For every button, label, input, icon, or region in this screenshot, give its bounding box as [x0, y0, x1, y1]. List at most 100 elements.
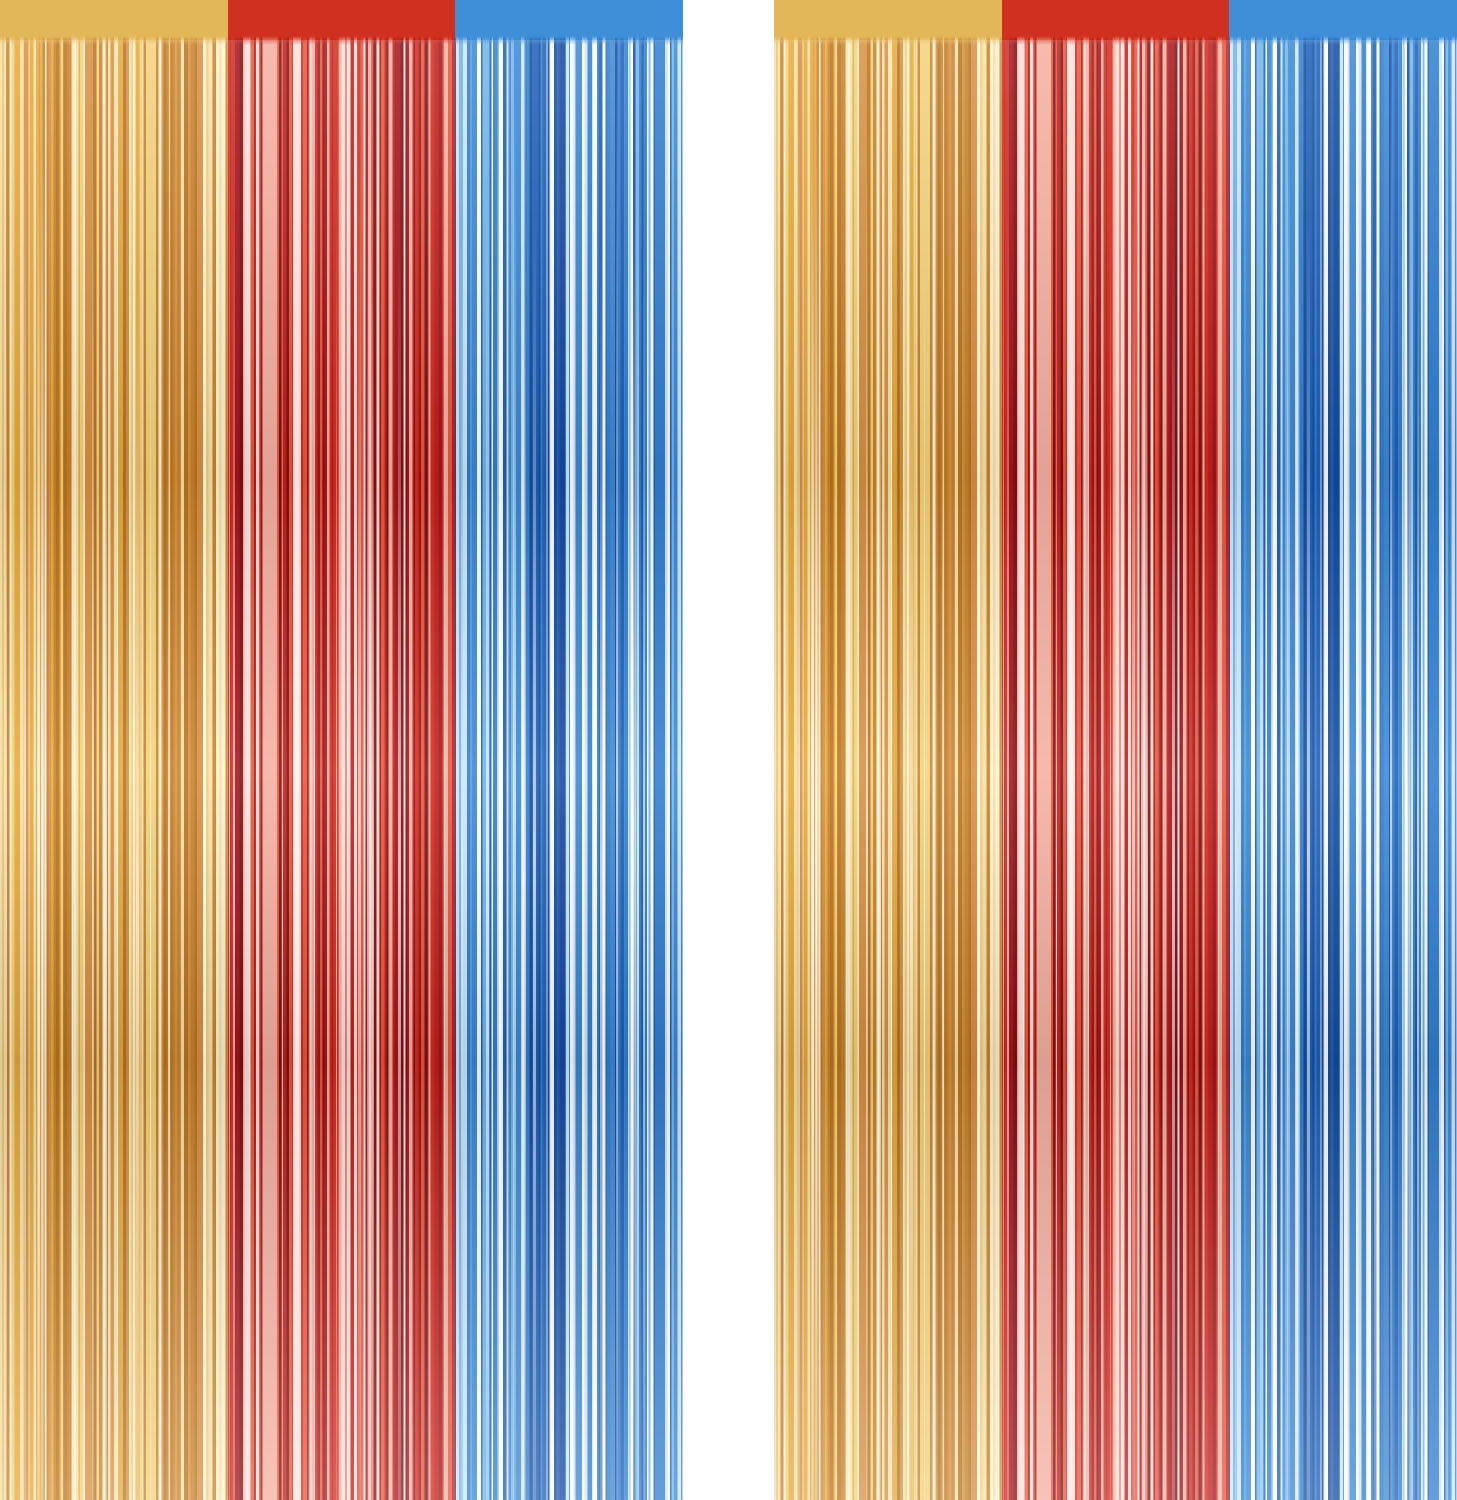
fringe-strand-highlight [335, 188, 337, 1500]
fringe-strand-highlight [815, 109, 819, 1500]
fringe-strand-highlight [117, 156, 119, 1500]
fringe-strand-highlight [203, 65, 207, 1500]
fringe-strand-highlight [1411, 209, 1414, 1500]
fringe-strand-highlight [1374, 243, 1379, 1500]
fringe-strand-highlight [6, 262, 8, 1500]
fringe-strand-highlight [1109, 188, 1111, 1500]
curtain-header-strip [455, 0, 684, 45]
fringe-strand-highlight [600, 243, 605, 1500]
fringe-strand-highlight [1145, 174, 1147, 1500]
fringe-strand-highlight [168, 312, 171, 1500]
fringe-strand-highlight [71, 327, 73, 1500]
fringe-strand-highlight [1171, 236, 1176, 1500]
fringe-strand-highlight [91, 139, 95, 1500]
fringe-strand-highlight [615, 69, 619, 1500]
fringe-strand-highlight [37, 115, 40, 1500]
fringe-sheen [774, 40, 1002, 1500]
fringe-strand-highlight [1259, 191, 1264, 1500]
fringe-strand-highlight [1440, 266, 1443, 1500]
fringe-strand-highlight [371, 292, 375, 1500]
fringe-strand-highlight [1140, 116, 1143, 1500]
fringe-strand-highlight [910, 289, 913, 1500]
fringe-strand-highlight [521, 82, 524, 1500]
fringe-strand-highlight [780, 262, 782, 1500]
fringe-strand-highlight [282, 333, 283, 1500]
fringe-strand-highlight [1306, 210, 1311, 1500]
fringe-strand-highlight [522, 252, 526, 1500]
fringe-strand-highlight [1068, 44, 1073, 1500]
fringe-strand-highlight [891, 156, 893, 1500]
fringe-strand-highlight [485, 191, 490, 1500]
curtain-header-strip [1001, 0, 1230, 45]
fringe-strand-highlight [877, 310, 881, 1500]
curtain-header-strip [774, 0, 1002, 45]
fringe-curtain-right [774, 0, 1457, 1500]
fringe-strand-highlight [1287, 91, 1290, 1500]
fringe-strand-highlight [397, 236, 402, 1500]
curtain-header-strip [0, 0, 228, 45]
fringe-strand-highlight [460, 213, 463, 1500]
fringe-strand-highlight [1217, 256, 1220, 1500]
fringe-strand-highlight [666, 266, 669, 1500]
fringe-strand-highlight [366, 116, 369, 1500]
fringe-strand-highlight [314, 195, 316, 1500]
fringe-strand-highlight [845, 327, 847, 1500]
fringe-curtain-left [0, 0, 684, 1500]
fringe-strand-highlight [1023, 43, 1025, 1500]
fringe-strand-highlight [40, 165, 43, 1500]
fringe-strand-highlight [1389, 69, 1393, 1500]
fringe-strand-highlight [371, 174, 373, 1500]
curtain-header-strip [227, 0, 456, 45]
curtain-header-strip [1229, 0, 1457, 45]
fringe-strand-highlight [1056, 333, 1057, 1500]
fringe-strand-highlight [637, 209, 640, 1500]
fringe-strand-highlight [811, 115, 814, 1500]
fringe-strand-highlight [1416, 226, 1420, 1500]
fringe-strand-highlight [1295, 82, 1298, 1500]
fringe-strand-highlight [1271, 127, 1275, 1500]
panel-blue [1229, 0, 1457, 1500]
panel-gold [774, 0, 1002, 1500]
fringe-strand-highlight [1406, 161, 1411, 1500]
fringe-strand-highlight [358, 143, 361, 1500]
fringe-strand-highlight [1145, 292, 1149, 1500]
fringe-strand-highlight [924, 243, 926, 1500]
fringe-sheen [0, 40, 228, 1500]
fringe-strand-highlight [1234, 213, 1237, 1500]
fringe-strand-highlight [294, 44, 299, 1500]
fringe-strand-highlight [1143, 112, 1146, 1500]
fringe-strand-highlight [532, 210, 537, 1500]
fringe-strand-highlight [865, 139, 869, 1500]
fringe-strand-highlight [497, 127, 501, 1500]
fringe-strand-highlight [136, 289, 139, 1500]
fringe-strand-highlight [797, 106, 801, 1500]
fringe-strand-highlight [41, 109, 45, 1500]
fringe-strand-highlight [232, 209, 235, 1500]
fringe-strand-highlight [1006, 209, 1009, 1500]
fringe-strand-highlight [1088, 195, 1090, 1500]
fringe-sheen [1229, 40, 1457, 1500]
fringe-strand-highlight [369, 112, 372, 1500]
fringe-sheen [1001, 40, 1230, 1500]
fringe-sheen [455, 40, 684, 1500]
fringe-strand-highlight [1132, 143, 1135, 1500]
panel-gold [0, 0, 228, 1500]
fringe-strand-highlight [977, 65, 981, 1500]
panel-blue [455, 0, 684, 1500]
fringe-strand-highlight [1296, 252, 1300, 1500]
fringe-strand-highlight [23, 106, 27, 1500]
fringe-strand-highlight [229, 94, 231, 1500]
fringe-strand-highlight [632, 161, 637, 1500]
fringe-sheen [227, 40, 456, 1500]
fringe-strand-highlight [443, 256, 446, 1500]
fringe-strand-highlight [249, 43, 251, 1500]
fringe-strand-highlight [1003, 94, 1005, 1500]
fringe-strand-highlight [814, 165, 817, 1500]
panel-red [1001, 0, 1230, 1500]
fringe-strand-highlight [513, 91, 516, 1500]
fringe-strand-highlight [103, 310, 107, 1500]
fringe-strand-highlight [642, 226, 646, 1500]
fringe-strand-highlight [150, 243, 152, 1500]
panel-red [227, 0, 456, 1500]
fringe-strand-highlight [942, 312, 945, 1500]
